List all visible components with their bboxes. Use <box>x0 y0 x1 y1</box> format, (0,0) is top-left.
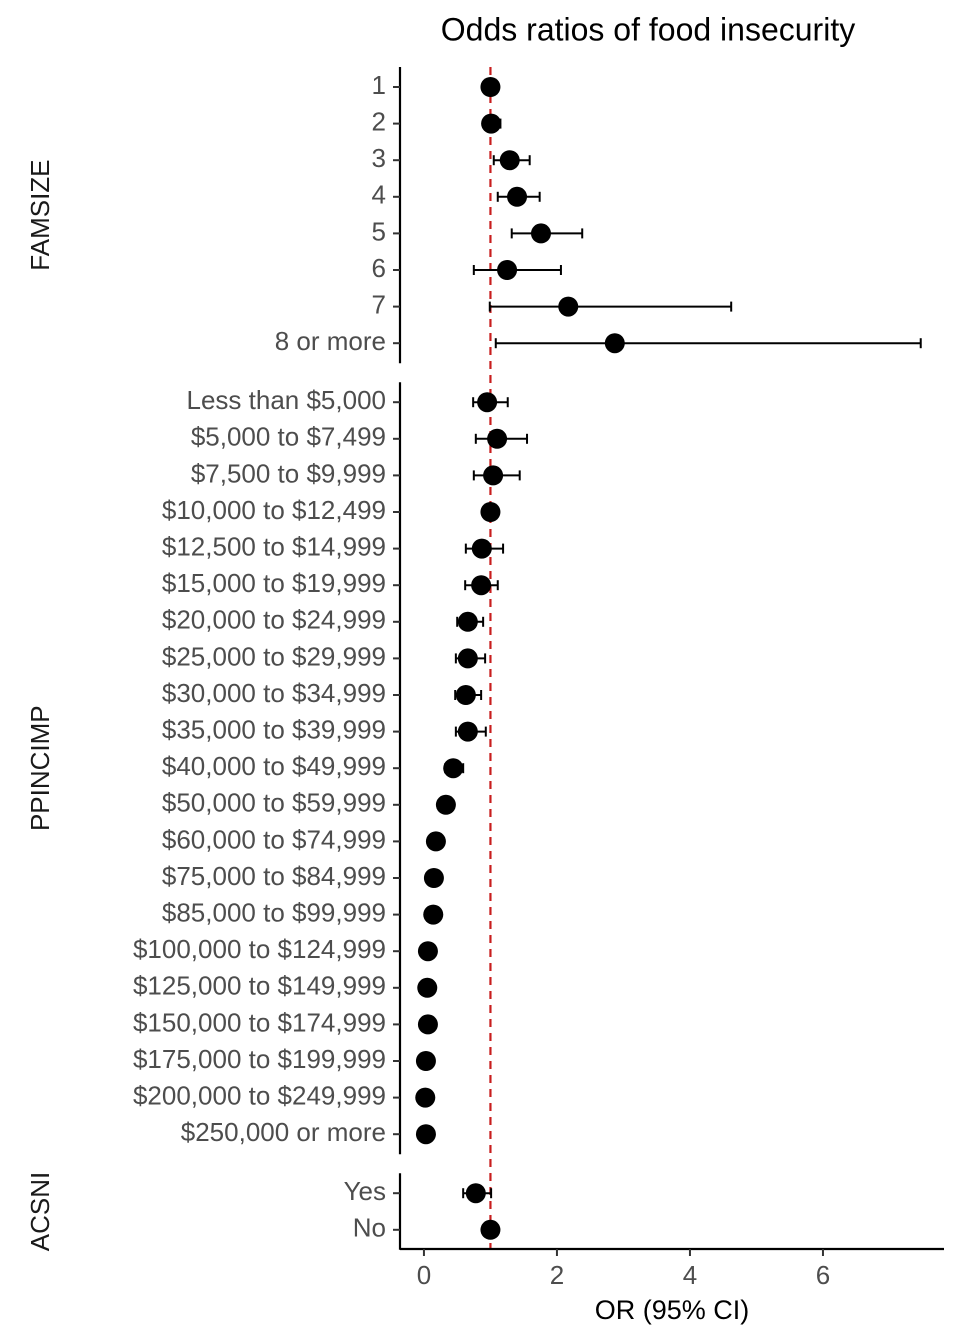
y-tick-label: $200,000 to $249,999 <box>133 1080 386 1110</box>
y-tick-label: $12,500 to $14,999 <box>162 531 386 561</box>
point <box>415 1087 436 1108</box>
point <box>604 333 625 354</box>
y-tick-label: $250,000 or more <box>181 1117 386 1147</box>
strip-label: ACSNI <box>25 1172 55 1251</box>
y-tick-label: $150,000 to $174,999 <box>133 1007 386 1037</box>
y-tick-label: 3 <box>372 143 386 173</box>
chart-title: Odds ratios of food insecurity <box>441 11 855 47</box>
point <box>465 1183 486 1204</box>
point <box>480 1219 501 1240</box>
y-tick-label: $25,000 to $29,999 <box>162 641 386 671</box>
point <box>530 223 551 244</box>
point <box>457 721 478 742</box>
point <box>423 904 444 925</box>
point <box>417 941 438 962</box>
y-tick-label: 6 <box>372 253 386 283</box>
y-tick-label: $40,000 to $49,999 <box>162 751 386 781</box>
point <box>457 611 478 632</box>
point <box>471 575 492 596</box>
y-tick-label: $20,000 to $24,999 <box>162 605 386 635</box>
point <box>457 648 478 669</box>
y-tick-label: $30,000 to $34,999 <box>162 678 386 708</box>
y-tick-label: $15,000 to $19,999 <box>162 568 386 598</box>
y-tick-label: $5,000 to $7,499 <box>191 422 386 452</box>
point <box>507 186 528 207</box>
point <box>487 428 508 449</box>
point <box>417 977 438 998</box>
point <box>435 794 456 815</box>
point <box>480 502 501 522</box>
point <box>425 831 446 852</box>
y-tick-label: $85,000 to $99,999 <box>162 897 386 927</box>
x-tick-label: 2 <box>550 1260 564 1290</box>
y-tick-label: $125,000 to $149,999 <box>133 971 386 1001</box>
y-tick-label: $75,000 to $84,999 <box>162 861 386 891</box>
y-tick-label: 1 <box>372 70 386 100</box>
point <box>415 1051 436 1071</box>
y-tick-label: 4 <box>372 180 386 210</box>
error-bar <box>488 301 733 312</box>
point <box>415 1124 436 1145</box>
y-tick-label: $50,000 to $59,999 <box>162 788 386 818</box>
point <box>455 685 476 705</box>
point <box>443 758 464 779</box>
y-tick-label: $35,000 to $39,999 <box>162 714 386 744</box>
y-tick-label: $175,000 to $199,999 <box>133 1044 386 1074</box>
point <box>499 150 520 171</box>
point <box>477 392 498 413</box>
error-bar <box>472 265 562 275</box>
point <box>417 1014 438 1035</box>
strip-label: FAMSIZE <box>25 159 55 270</box>
y-tick-label: $100,000 to $124,999 <box>133 934 386 964</box>
y-tick-label: No <box>353 1213 386 1243</box>
x-tick-label: 6 <box>816 1260 830 1290</box>
y-tick-label: 5 <box>372 216 386 246</box>
point <box>558 296 579 317</box>
x-tick-label: 4 <box>683 1260 697 1290</box>
y-tick-label: 2 <box>372 106 386 136</box>
y-tick-label: Less than $5,000 <box>187 385 387 415</box>
point <box>471 538 492 559</box>
y-tick-label: 7 <box>372 289 386 319</box>
y-tick-label: 8 or more <box>275 326 386 356</box>
point <box>483 465 504 486</box>
error-bar <box>494 338 922 349</box>
point <box>480 77 501 97</box>
x-tick-label: 0 <box>417 1260 431 1290</box>
x-axis-title: OR (95% CI) <box>595 1295 750 1325</box>
strip-label: PPINCIMP <box>25 705 55 831</box>
y-tick-label: $60,000 to $74,999 <box>162 824 386 854</box>
y-tick-label: $10,000 to $12,499 <box>162 495 386 525</box>
y-tick-label: Yes <box>344 1176 386 1206</box>
point <box>481 113 502 134</box>
point <box>497 260 518 280</box>
y-tick-label: $7,500 to $9,999 <box>191 458 386 488</box>
point <box>423 868 444 888</box>
